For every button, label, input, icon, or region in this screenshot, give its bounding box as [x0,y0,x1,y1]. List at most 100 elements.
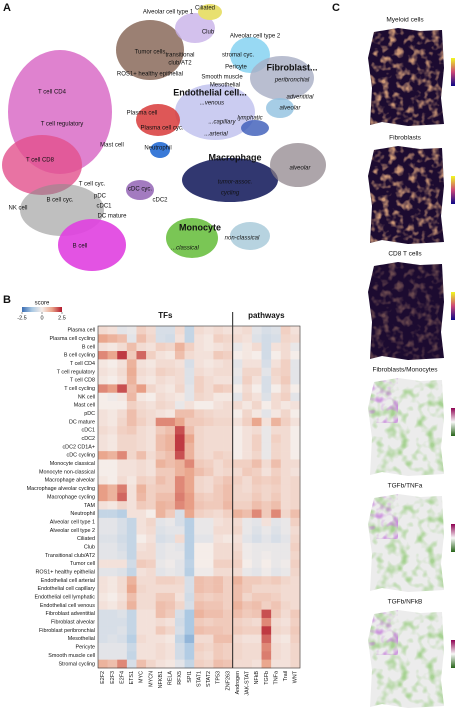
heat-cell [126,542,137,552]
heat-cell [242,542,253,552]
heat-cell [184,534,195,544]
heat-cell [117,342,128,352]
heat-cell [261,367,272,377]
heat-cell [146,659,157,669]
heat-cell [290,526,301,535]
heat-cell [174,509,185,519]
heat-cell [194,626,205,635]
heat-cell [117,367,128,377]
heat-cell [251,484,262,494]
map-colorbar [451,292,455,320]
heat-cell [194,609,205,619]
heat-cell [251,601,262,610]
heat-cell [280,617,291,627]
heat-cell [232,442,243,452]
heat-cell [194,651,205,660]
heat-cell [203,351,214,360]
heat-cell [98,576,108,585]
heat-cell [223,517,233,527]
heat-cell [136,559,147,569]
column-label: E2F3 [110,671,116,684]
heat-cell [280,492,291,502]
heat-cell [184,526,195,535]
heat-cell [242,659,253,669]
heat-cell [174,551,185,560]
heat-cell [98,567,108,577]
heat-cell [174,334,185,343]
heat-cell [107,384,118,394]
heat-cell [107,392,118,402]
heat-cell [203,409,214,419]
map-title: Fibroblasts [389,135,422,142]
heat-cell [165,576,176,585]
heat-cell [280,584,291,594]
heat-cell [203,601,214,610]
heat-cell [107,659,118,669]
heat-cell [223,326,233,335]
heat-cell [136,384,147,394]
heat-cell [126,401,137,410]
row-label: Monocyte classical [50,461,95,467]
heat-cell [213,534,224,544]
heat-cell [155,409,166,419]
heat-cell [146,534,157,544]
heat-cell [107,451,118,460]
signal [368,610,398,655]
heat-cell [174,351,185,360]
heat-cell [117,601,128,610]
heat-cell [165,417,176,427]
heat-cell [174,326,185,335]
heat-cell [242,426,253,435]
heat-cell [251,534,262,544]
row-label: Fibroblast alveolar [51,620,95,626]
heat-cell [251,559,262,569]
heat-cell [261,342,272,352]
heat-cell [271,484,282,494]
heat-cell [290,584,301,594]
row-label: Plasma cell [67,328,95,334]
heat-cell [155,609,166,619]
heat-cell [232,634,243,644]
heat-cell [146,634,157,644]
column-label: TP53 [216,671,222,684]
heat-cell [184,542,195,552]
cluster-label: peribronchial [274,78,310,84]
heat-cell [213,434,224,444]
heat-cell [136,584,147,594]
heat-cell [271,334,282,343]
heat-cell [98,467,108,477]
heat-cell [232,409,243,419]
heat-cell [271,526,282,535]
heat-cell [174,476,185,485]
heat-cell [242,501,253,510]
heat-cell [107,442,118,452]
heat-cell [165,459,176,469]
column-label: RFX5 [177,671,183,685]
heat-cell [146,367,157,377]
heat-cell [203,442,214,452]
cluster-label: adventitial [286,95,314,101]
heat-cell [280,476,291,485]
heat-cell [155,359,166,369]
heat-cell [117,451,128,460]
heat-cell [290,401,301,410]
heat-cell [165,326,176,335]
column-label: Trail [283,671,289,681]
heat-cell [98,409,108,419]
heat-cell [223,484,233,494]
heat-cell [280,459,291,469]
row-label: B cell cycling [64,353,95,359]
heat-cell [117,634,128,644]
heat-cell [155,542,166,552]
heat-cell [203,392,214,402]
heat-cell [165,609,176,619]
heat-cell [203,384,214,394]
heat-cell [194,459,205,469]
cluster-label: Macrophage [208,152,261,162]
heat-cell [213,526,224,535]
heat-cell [290,601,301,610]
heat-cell [251,492,262,502]
heat-cell [223,459,233,469]
heat-cell [223,642,233,652]
heat-cell [136,459,147,469]
